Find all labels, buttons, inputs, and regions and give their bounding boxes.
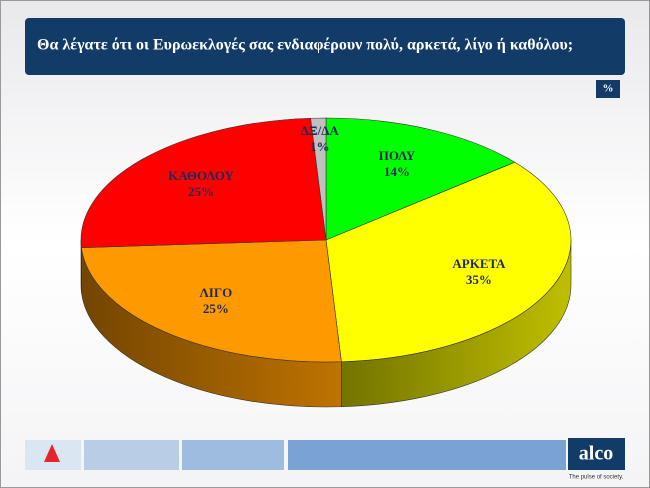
footer-logo: alco bbox=[579, 443, 613, 465]
slice-label: ΠΟΛΥ bbox=[379, 148, 416, 163]
slice bbox=[325, 161, 572, 363]
slice-label: ΑΡΚΕΤΑ bbox=[452, 256, 506, 271]
slice-label: ΛΙΓΟ bbox=[199, 285, 232, 300]
footer-icon bbox=[44, 444, 60, 462]
footer: alco The pulse of society. bbox=[25, 438, 625, 481]
footer-brand-box bbox=[568, 438, 625, 470]
footer-bar bbox=[288, 440, 566, 470]
value-label: 1% bbox=[310, 139, 330, 154]
slice bbox=[310, 117, 327, 241]
slice bbox=[81, 239, 342, 363]
value-label: 35% bbox=[466, 272, 492, 287]
title-bar bbox=[25, 18, 625, 75]
slice-label: ΔΞ/ΔΑ bbox=[301, 123, 340, 138]
slice bbox=[80, 117, 327, 248]
unit-label: % bbox=[603, 83, 614, 95]
value-label: 25% bbox=[203, 301, 229, 316]
unit-box bbox=[596, 80, 620, 98]
slice-label: ΚΑΘΟΛΟΥ bbox=[168, 168, 234, 183]
footer-bar bbox=[182, 440, 284, 470]
value-label: 25% bbox=[188, 184, 214, 199]
footer-tagline: The pulse of society. bbox=[569, 475, 624, 481]
chart-title: Θα λέγατε ότι οι Ευρωεκλογές σας ενδιαφέ… bbox=[37, 37, 573, 54]
value-label: 14% bbox=[384, 164, 410, 179]
footer-bar bbox=[84, 440, 179, 470]
slice bbox=[325, 117, 516, 241]
